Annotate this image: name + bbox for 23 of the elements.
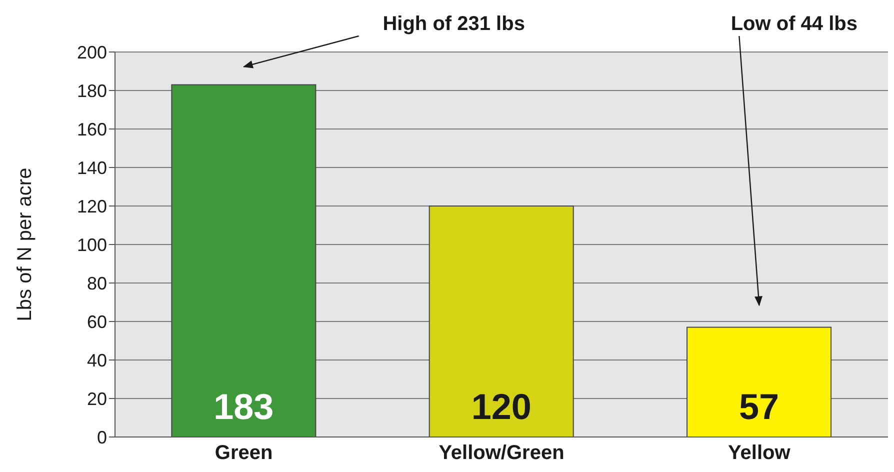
- y-tick-label: 20: [86, 388, 107, 409]
- y-axis-title: Lbs of N per acre: [14, 168, 36, 322]
- text: High of 231 lbs: [382, 13, 525, 35]
- x-tick-label: Yellow: [728, 442, 791, 464]
- y-tick-label: 200: [76, 42, 107, 62]
- y-tick-label: 80: [86, 273, 107, 294]
- bar: [686, 326, 832, 437]
- x-tick-label: Green: [214, 442, 273, 464]
- y-tick-label: 0: [96, 427, 107, 448]
- bar: [171, 84, 316, 437]
- data-label: 57: [738, 386, 780, 427]
- data-label: 183: [214, 386, 274, 427]
- y-tick-label: 40: [86, 350, 107, 370]
- data-label: 120: [471, 386, 532, 427]
- y-tick-label: 140: [76, 158, 107, 178]
- y-tick-label: 160: [76, 119, 107, 140]
- x-tick-label: Yellow/Green: [438, 442, 564, 464]
- y-tick-label: 60: [86, 312, 107, 332]
- y-tick-label: 100: [76, 234, 107, 255]
- y-tick-label: 180: [76, 80, 107, 101]
- bar: [428, 206, 574, 437]
- y-tick-label: 120: [76, 196, 107, 216]
- text: Low of 44 lbs: [730, 13, 858, 35]
